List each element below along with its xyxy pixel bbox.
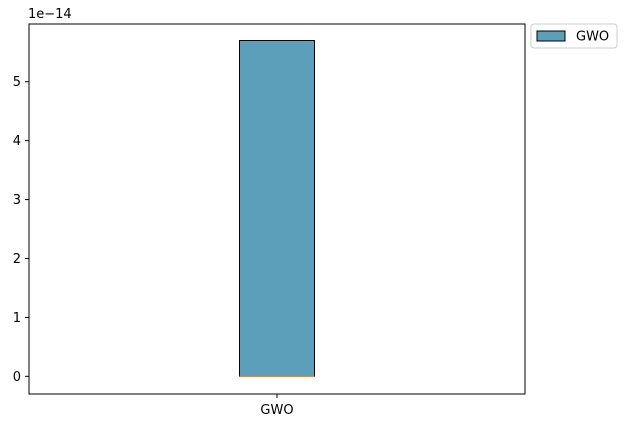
x-axis: GWO [260, 394, 294, 418]
y-offset-label: 1e−14 [28, 7, 72, 22]
y-axis: 0 1 2 3 4 5 1e−14 [13, 7, 72, 385]
y-tick-label: 4 [13, 134, 21, 149]
legend: GWO [530, 23, 618, 49]
y-tick-label: 3 [13, 193, 21, 208]
y-tick-label: 2 [13, 252, 21, 267]
y-tick-label: 5 [13, 75, 21, 90]
y-tick-label: 0 [13, 370, 21, 385]
legend-swatch-gwo [536, 30, 566, 42]
legend-label-gwo: GWO [576, 30, 609, 45]
legend-frame [530, 23, 618, 49]
box-gwo [239, 39, 315, 377]
x-tick-label: GWO [260, 403, 293, 418]
plot-area [28, 23, 526, 395]
y-tick-label: 1 [13, 311, 21, 326]
